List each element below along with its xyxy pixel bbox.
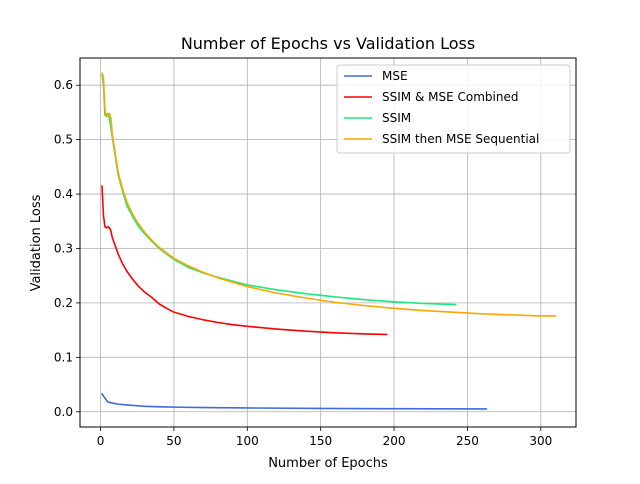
legend-label: SSIM then MSE Sequential [382, 132, 539, 146]
y-ticks: 0.0 0.1 0.2 0.3 0.4 0.5 0.6 [54, 78, 80, 419]
y-axis-label: Validation Loss [29, 194, 44, 291]
legend: MSE SSIM & MSE Combined SSIM SSIM then MSE … [336, 64, 571, 154]
chart-title: Number of Epochs vs Validation Loss [181, 34, 475, 53]
x-tick-label: 300 [529, 434, 552, 448]
series-line-0 [101, 393, 488, 410]
x-tick-label: 250 [456, 434, 479, 448]
y-tick-label: 0.5 [54, 133, 73, 147]
y-tick-label: 0.1 [54, 350, 73, 364]
x-tick-label: 150 [309, 434, 332, 448]
series-line-1 [101, 185, 388, 336]
y-tick-label: 0.4 [54, 187, 73, 201]
x-tick-label: 200 [383, 434, 406, 448]
y-tick-label: 0.0 [54, 405, 73, 419]
grid [80, 58, 576, 427]
x-ticks: 0 50 100 150 200 250 300 [97, 427, 552, 448]
legend-label: SSIM [382, 111, 411, 125]
series-layer [101, 72, 557, 410]
series-line-3 [101, 72, 557, 317]
legend-box [336, 64, 571, 154]
x-tick-label: 100 [236, 434, 259, 448]
x-tick-label: 0 [97, 434, 105, 448]
y-tick-label: 0.3 [54, 241, 73, 255]
y-tick-label: 0.6 [54, 78, 73, 92]
plot-frame [79, 57, 577, 428]
x-axis-label: Number of Epochs [268, 456, 388, 471]
x-tick-label: 50 [166, 434, 181, 448]
legend-label: MSE [382, 69, 408, 83]
legend-label: SSIM & MSE Combined [382, 90, 518, 104]
y-tick-label: 0.2 [54, 296, 73, 310]
